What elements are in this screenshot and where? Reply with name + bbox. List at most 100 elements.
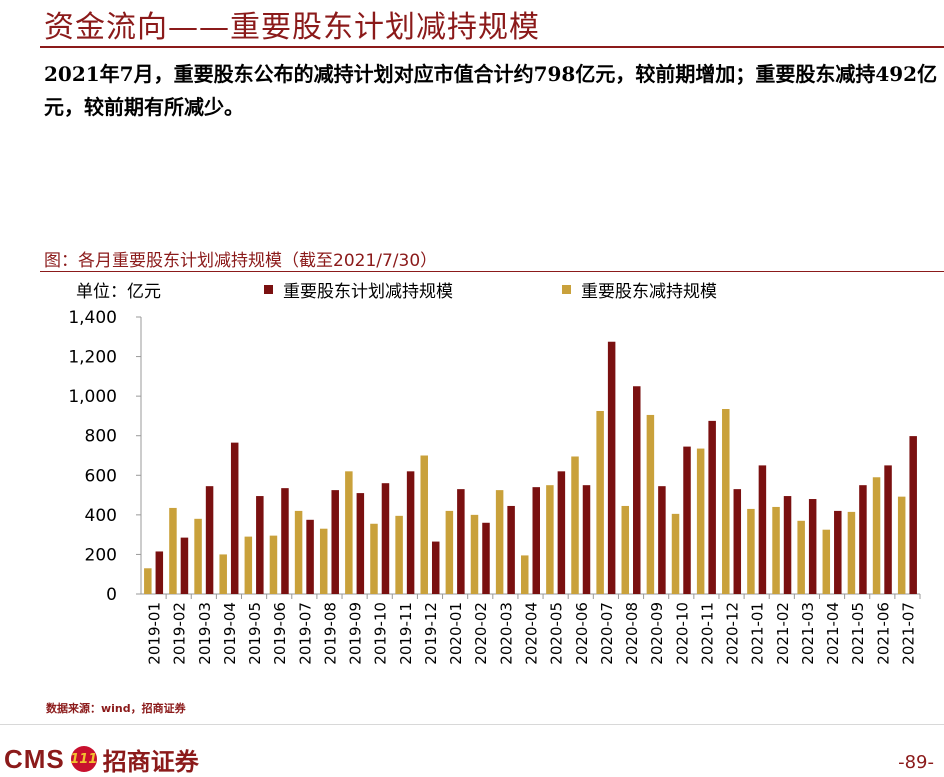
bar-planned-reduction — [733, 489, 742, 594]
x-tick-label: 2020-11 — [698, 602, 716, 665]
x-tick-label: 2020-05 — [548, 602, 566, 665]
x-tick-label: 2019-07 — [296, 602, 314, 665]
bar-planned-reduction — [230, 442, 239, 594]
bar-planned-reduction — [381, 483, 390, 594]
bar-planned-reduction — [884, 465, 892, 594]
bar-actual-reduction — [395, 515, 403, 594]
x-tick-label: 2021-02 — [774, 602, 792, 665]
bar-actual-reduction — [722, 409, 730, 594]
bar-actual-reduction — [747, 508, 755, 594]
y-tick-label: 1,400 — [68, 308, 117, 328]
bar-planned-reduction — [758, 465, 767, 594]
x-tick-label: 2021-01 — [749, 602, 767, 665]
bar-actual-reduction — [319, 528, 328, 594]
x-tick-label: 2020-09 — [648, 602, 666, 665]
x-tick-label: 2019-04 — [221, 602, 239, 665]
summary-text: 2021年7月，重要股东公布的减持计划对应市值合计约798亿元，较前期增加；重要… — [44, 62, 938, 119]
bar-chart: 0 200 400 600 800 1,000 1,200 1,400 2019-01 2019-… — [68, 308, 921, 665]
title-divider — [40, 46, 944, 48]
bar-actual-reduction — [646, 414, 655, 594]
bar-actual-reduction — [470, 514, 479, 594]
x-tick-label: 2020-06 — [573, 602, 591, 665]
bar-planned-reduction — [406, 471, 415, 594]
bar-actual-reduction — [872, 477, 881, 594]
x-tick-label: 2021-05 — [849, 602, 867, 665]
bar-planned-reduction — [205, 486, 214, 594]
x-tick-label: 2020-01 — [447, 602, 465, 665]
bar-actual-reduction — [521, 555, 529, 594]
bar-planned-reduction — [507, 505, 515, 594]
x-tick-label: 2019-12 — [422, 602, 440, 665]
bar-actual-reduction — [797, 520, 805, 594]
x-tick-label: 2021-03 — [799, 602, 817, 665]
x-tick-label: 2020-03 — [497, 602, 515, 665]
page-number: -89- — [898, 752, 934, 773]
legend-label-actual: 重要股东减持规模 — [581, 282, 717, 302]
bar-actual-reduction — [671, 513, 680, 594]
logo-company-name: 招商证券 — [102, 746, 199, 776]
y-tick-label: 400 — [85, 506, 117, 526]
bar-planned-reduction — [457, 489, 465, 594]
bar-planned-reduction — [281, 488, 289, 594]
x-tick-label: 2020-04 — [523, 602, 541, 665]
x-tick-label: 2020-07 — [598, 602, 616, 665]
bar-actual-reduction — [169, 507, 177, 594]
x-tick-label: 2019-10 — [372, 602, 390, 665]
legend-label-planned: 重要股东计划减持规模 — [283, 282, 453, 302]
bar-planned-reduction — [557, 471, 566, 594]
bar-actual-reduction — [219, 554, 227, 594]
x-tick-label: 2020-10 — [673, 602, 691, 665]
y-tick-label: 800 — [85, 427, 117, 447]
y-tick-label: 1,000 — [68, 387, 117, 407]
x-tick-label: 2021-06 — [874, 602, 892, 665]
x-tick-label: 2019-05 — [246, 602, 264, 665]
logo-emblem-icon: 111 — [70, 746, 97, 772]
y-tick-label: 600 — [85, 466, 117, 486]
bar-planned-reduction — [532, 487, 540, 594]
bar-planned-reduction — [482, 522, 490, 594]
company-logo: CMS 111 招商证券 — [4, 742, 199, 776]
x-tick-label: 2019-02 — [171, 602, 189, 665]
x-tick-label: 2021-07 — [899, 602, 917, 665]
bar-actual-reduction — [420, 455, 428, 594]
x-tick-label: 2021-04 — [824, 602, 842, 665]
bar-planned-reduction — [155, 551, 164, 594]
bar-actual-reduction — [571, 456, 579, 594]
y-tick-label: 0 — [106, 585, 117, 605]
bar-actual-reduction — [822, 529, 831, 594]
bar-planned-reduction — [834, 510, 842, 594]
bar-planned-reduction — [582, 485, 591, 594]
bar-actual-reduction — [269, 535, 278, 594]
legend-item-actual: 重要股东减持规模 — [562, 277, 717, 302]
bar-actual-reduction — [345, 471, 353, 594]
bar-planned-reduction — [708, 420, 716, 594]
legend-swatch-actual — [562, 285, 571, 294]
logo-cms-text: CMS — [4, 743, 65, 774]
legend-swatch-planned — [264, 285, 273, 294]
bar-planned-reduction — [859, 485, 867, 594]
bar-planned-reduction — [808, 499, 817, 594]
bar-actual-reduction — [144, 568, 152, 594]
bar-actual-reduction — [897, 496, 906, 594]
y-tick-label: 200 — [85, 545, 117, 565]
x-tick-label: 2019-09 — [347, 602, 365, 665]
bar-planned-reduction — [331, 490, 339, 594]
bar-actual-reduction — [445, 510, 454, 594]
y-tick-label: 1,200 — [68, 348, 117, 368]
bar-planned-reduction — [783, 496, 792, 594]
bar-planned-reduction — [607, 341, 616, 594]
bar-actual-reduction — [194, 518, 202, 594]
x-tick-label: 2019-06 — [271, 602, 289, 665]
legend-item-planned: 重要股东计划减持规模 — [264, 277, 453, 302]
x-tick-label: 2020-02 — [472, 602, 490, 665]
footer-divider — [0, 724, 944, 725]
bar-actual-reduction — [370, 523, 378, 594]
bar-planned-reduction — [306, 519, 314, 594]
bar-planned-reduction — [356, 493, 365, 594]
bar-planned-reduction — [431, 541, 440, 594]
x-tick-label: 2020-08 — [623, 602, 641, 665]
bar-actual-reduction — [696, 448, 705, 594]
bar-actual-reduction — [244, 536, 253, 594]
chart-unit-label: 单位：亿元 — [76, 282, 161, 302]
x-tick-label: 2019-03 — [196, 602, 214, 665]
